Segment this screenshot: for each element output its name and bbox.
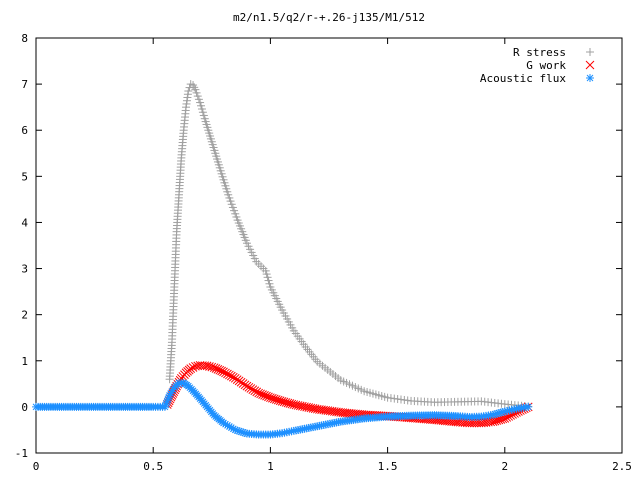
data-point-r-stress	[261, 266, 270, 275]
data-point-g-work	[248, 385, 258, 394]
legend-label-acoustic-flux: Acoustic flux	[480, 72, 566, 85]
data-point-r-stress	[191, 85, 200, 94]
data-point-g-work	[186, 364, 196, 373]
data-point-r-stress	[231, 209, 240, 218]
y-tick-label: 0	[21, 401, 28, 414]
data-point-r-stress	[265, 279, 274, 288]
series-layer	[32, 80, 533, 439]
data-point-r-stress	[198, 108, 207, 117]
legend-marker-g-work	[585, 60, 595, 70]
y-tick-label: 1	[21, 355, 28, 368]
data-point-r-stress	[227, 200, 236, 209]
data-point-acoustic-flux	[524, 402, 533, 411]
data-point-g-work	[226, 371, 236, 381]
y-tick-label: 5	[21, 170, 28, 183]
data-point-r-stress	[225, 193, 234, 202]
data-point-g-work	[221, 368, 230, 378]
data-point-r-stress	[224, 190, 233, 199]
x-tick-label: 1	[267, 460, 274, 473]
y-tick-label: 3	[21, 263, 28, 276]
legend-marker-acoustic-flux	[586, 74, 594, 82]
chart-title: m2/n1.5/q2/r-+.26-j135/M1/512	[233, 11, 425, 24]
data-point-g-work	[188, 363, 198, 372]
data-point-r-stress	[196, 98, 205, 107]
y-tick-label: 2	[21, 309, 28, 322]
data-point-r-stress	[230, 206, 239, 215]
x-tick-label: 1.5	[378, 460, 398, 473]
x-tick-label: 2	[501, 460, 508, 473]
data-point-r-stress	[232, 212, 241, 221]
data-point-r-stress	[199, 111, 208, 120]
legend-marker-r-stress	[586, 48, 594, 56]
y-tick-label: 7	[21, 78, 28, 91]
data-point-g-work	[250, 386, 260, 396]
data-point-g-work	[219, 367, 228, 377]
legend-label-g-work: G work	[526, 59, 566, 72]
data-point-g-work	[225, 370, 234, 380]
y-tick-label: 6	[21, 124, 28, 137]
series-r-stress	[165, 80, 533, 411]
data-point-r-stress	[263, 273, 272, 282]
data-point-g-work	[242, 381, 252, 391]
x-tick-label: 0.5	[143, 460, 163, 473]
axis-ticks: 0 0.5 1 1.5 2 2.5 -1 0 1 2 3 4 5 6 7 8	[15, 32, 632, 473]
series-acoustic-flux	[32, 378, 533, 439]
data-point-g-work	[228, 372, 238, 382]
y-tick-label: 8	[21, 32, 28, 45]
data-point-r-stress	[197, 105, 206, 114]
y-tick-label: 4	[21, 216, 28, 229]
legend-label-r-stress: R stress	[513, 46, 566, 59]
data-point-r-stress	[226, 197, 235, 206]
data-point-r-stress	[262, 270, 271, 279]
y-tick-label: -1	[15, 447, 28, 460]
data-point-r-stress	[197, 101, 206, 110]
data-point-r-stress	[184, 87, 193, 96]
data-point-r-stress	[193, 92, 202, 101]
data-point-r-stress	[194, 95, 203, 104]
data-point-r-stress	[192, 88, 201, 97]
data-point-r-stress	[228, 203, 237, 212]
data-point-g-work	[223, 369, 232, 379]
data-point-g-work	[244, 382, 254, 392]
x-tick-label: 0	[33, 460, 40, 473]
data-point-g-work	[246, 384, 256, 393]
plot-frame	[35, 37, 623, 454]
data-point-r-stress	[264, 276, 273, 285]
x-tick-label: 2.5	[612, 460, 632, 473]
